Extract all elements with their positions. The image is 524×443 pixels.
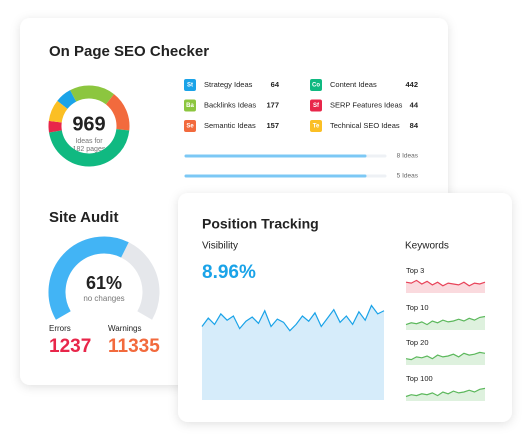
keyword-label: Top 3 xyxy=(406,266,424,275)
seo-total: 969 xyxy=(72,113,105,135)
badge-text: St xyxy=(187,83,193,89)
badge-text: Se xyxy=(186,124,194,130)
visibility-label: Visibility xyxy=(202,241,238,252)
idea-name: Backlinks Ideas xyxy=(204,100,256,109)
badge xyxy=(310,99,322,112)
keyword-line xyxy=(405,387,486,398)
keyword-label: Top 20 xyxy=(406,338,429,347)
idea-value: 44 xyxy=(410,100,419,109)
idea-name: Content Ideas xyxy=(330,80,377,89)
idea-value: 84 xyxy=(410,121,419,130)
errors: 1237 xyxy=(49,336,91,357)
gauge-value xyxy=(48,236,129,320)
idea-value: 177 xyxy=(266,100,279,109)
idea-name: Technical SEO Ideas xyxy=(330,121,400,130)
keyword-label: Top 100 xyxy=(406,374,433,383)
badge xyxy=(310,79,322,91)
progress-label: 5 Ideas xyxy=(397,173,419,180)
idea-value: 64 xyxy=(271,80,280,89)
badge-text: Te xyxy=(313,124,320,130)
idea-value: 157 xyxy=(266,121,279,130)
badge xyxy=(184,79,196,91)
keyword-area xyxy=(406,352,485,365)
donut-segment xyxy=(48,100,68,123)
keywords-label: Keywords xyxy=(405,241,449,252)
progress-label: 8 Ideas xyxy=(397,153,419,160)
audit-title: Site Audit xyxy=(49,209,118,226)
visibility-line xyxy=(201,304,385,332)
keyword-area xyxy=(406,316,485,330)
donut-segment xyxy=(105,94,130,131)
idea-name: SERP Features Ideas xyxy=(330,100,403,109)
keyword-line xyxy=(405,315,486,326)
keyword-area xyxy=(406,388,485,401)
badge xyxy=(184,120,196,132)
keyword-label: Top 10 xyxy=(406,303,429,312)
donut-segment xyxy=(49,128,130,167)
audit-score: 61% xyxy=(86,273,122,293)
tracking-title: Position Tracking xyxy=(202,216,319,232)
visibility-area xyxy=(202,305,384,400)
keyword-line xyxy=(405,351,486,361)
visibility: 8.96% xyxy=(202,262,256,283)
warnings: 11335 xyxy=(108,336,160,357)
badge-text: Ba xyxy=(186,103,194,109)
donut-segment xyxy=(57,90,77,110)
badge xyxy=(184,99,196,112)
caption: Ideas for xyxy=(75,138,103,145)
badge xyxy=(310,120,322,132)
warnings-label: Warnings xyxy=(108,324,142,333)
errors-label: Errors xyxy=(49,324,71,333)
idea-name: Semantic Ideas xyxy=(204,121,256,130)
badge-text: Sf xyxy=(313,103,320,109)
idea-name: Strategy Ideas xyxy=(204,80,253,89)
idea-value: 442 xyxy=(405,80,418,89)
keyword-line xyxy=(405,279,486,287)
seo-title: On Page SEO Checker xyxy=(49,43,209,60)
caption: 182 pages xyxy=(73,146,106,153)
audit-caption: no changes xyxy=(83,294,124,303)
donut-segment xyxy=(70,85,114,105)
badge-text: Co xyxy=(312,83,320,89)
